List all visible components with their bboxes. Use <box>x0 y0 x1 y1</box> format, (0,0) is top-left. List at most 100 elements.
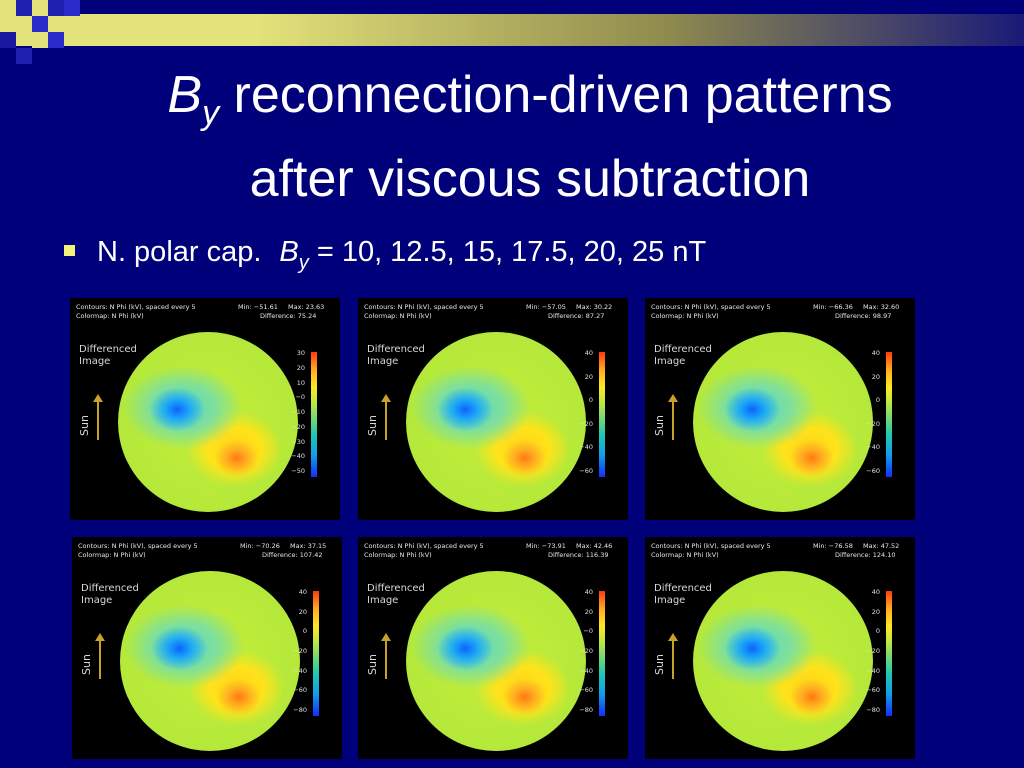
colorbar-tick-label: −10 <box>291 408 305 416</box>
header-band <box>0 14 1024 46</box>
colorbar-tick-label: −20 <box>293 647 307 655</box>
colorbar-tick-label: −40 <box>293 667 307 675</box>
max-value: Max: 23.63 <box>288 303 325 311</box>
max-value: Max: 37.15 <box>290 542 327 550</box>
polar-cap-potential-map <box>406 332 586 512</box>
colorbar-ticks: 40 20 −0 −20 −40 −60 −80 <box>567 588 593 714</box>
colorbar-tick-label: −0 <box>583 627 593 635</box>
contours-caption: Contours: N Phi (kV), spaced every 5 <box>651 303 771 311</box>
colorbar-tick-label: 10 <box>296 379 305 387</box>
difference-value: Difference: 116.39 <box>548 551 609 559</box>
colorbar-tick-label: −40 <box>866 667 880 675</box>
sun-label: Sun <box>366 415 379 436</box>
polar-cap-potential-map <box>406 571 586 751</box>
colorbar <box>599 352 605 477</box>
colorbar <box>599 591 605 716</box>
colorbar-ticks: 40 20 0 −20 −40 −60 −80 <box>854 588 880 714</box>
difference-value: Difference: 87.27 <box>548 312 605 320</box>
colorbar-tick-label: −50 <box>291 467 305 475</box>
colormap-caption: Colormap: N Phi (kV) <box>364 312 432 320</box>
colorbar-tick-label: −30 <box>291 438 305 446</box>
colorbar-tick-label: −80 <box>293 706 307 714</box>
colorbar-tick-label: −60 <box>579 686 593 694</box>
difference-value: Difference: 107.42 <box>262 551 323 559</box>
max-value: Max: 32.60 <box>863 303 900 311</box>
colormap-caption: Colormap: N Phi (kV) <box>651 312 719 320</box>
difference-value: Difference: 98.97 <box>835 312 892 320</box>
figure-panel: Contours: N Phi (kV), spaced every 5 Col… <box>358 537 628 759</box>
colorbar-tick-label: −80 <box>866 706 880 714</box>
colorbar-tick-label: −60 <box>866 686 880 694</box>
sun-direction-arrow-icon <box>93 394 103 440</box>
min-value: Min: −57.05 <box>526 303 566 311</box>
sun-direction-arrow-icon <box>381 633 391 679</box>
min-value: Min: −76.58 <box>813 542 853 550</box>
contours-caption: Contours: N Phi (kV), spaced every 5 <box>78 542 198 550</box>
bullet-marker <box>64 244 75 256</box>
polar-cap-potential-map <box>693 571 873 751</box>
colorbar <box>886 591 892 716</box>
sun-direction-arrow-icon <box>381 394 391 440</box>
colorbar-tick-label: −20 <box>579 420 593 428</box>
colorbar-tick-label: 40 <box>871 349 880 357</box>
colorbar-tick-label: −40 <box>291 452 305 460</box>
polar-cap-potential-map <box>693 332 873 512</box>
contours-caption: Contours: N Phi (kV), spaced every 5 <box>364 303 484 311</box>
difference-value: Difference: 124.10 <box>835 551 896 559</box>
colorbar-tick-label: −40 <box>579 443 593 451</box>
colorbar-tick-label: 30 <box>296 349 305 357</box>
colorbar-tick-label: 40 <box>584 588 593 596</box>
colorbar-ticks: 40 20 0 −20 −40 −60 −80 <box>281 588 307 714</box>
colorbar-tick-label: −60 <box>866 467 880 475</box>
sun-label: Sun <box>366 654 379 675</box>
figure-panel: Contours: N Phi (kV), spaced every 5 Col… <box>70 298 340 520</box>
min-value: Min: −73.91 <box>526 542 566 550</box>
figure-panel: Contours: N Phi (kV), spaced every 5 Col… <box>645 298 915 520</box>
colorbar-tick-label: −40 <box>866 443 880 451</box>
colorbar-tick-label: 20 <box>871 373 880 381</box>
contours-caption: Contours: N Phi (kV), spaced every 5 <box>651 542 771 550</box>
colorbar-tick-label: −20 <box>291 423 305 431</box>
difference-value: Difference: 75.24 <box>260 312 317 320</box>
polar-cap-potential-map <box>120 571 300 751</box>
colorbar-tick-label: −0 <box>295 393 305 401</box>
sun-label: Sun <box>80 654 93 675</box>
colorbar-tick-label: 0 <box>875 396 880 404</box>
colorbar-tick-label: −20 <box>579 647 593 655</box>
colorbar-tick-label: 20 <box>584 608 593 616</box>
max-value: Max: 30.22 <box>576 303 613 311</box>
colormap-caption: Colormap: N Phi (kV) <box>651 551 719 559</box>
colorbar-tick-label: 20 <box>296 364 305 372</box>
max-value: Max: 42.46 <box>576 542 613 550</box>
colorbar-tick-label: −60 <box>579 467 593 475</box>
colorbar-tick-label: 40 <box>871 588 880 596</box>
colorbar-tick-label: −80 <box>579 706 593 714</box>
min-value: Min: −66.36 <box>813 303 853 311</box>
slide-title: By reconnection-driven patterns after vi… <box>167 66 893 208</box>
min-value: Min: −70.26 <box>240 542 280 550</box>
colorbar <box>313 591 319 716</box>
colorbar <box>311 352 317 477</box>
min-value: Min: −51.61 <box>238 303 278 311</box>
differenced-image-label: Differenced Image <box>79 344 137 367</box>
colormap-caption: Colormap: N Phi (kV) <box>76 312 144 320</box>
colorbar-tick-label: 0 <box>302 627 307 635</box>
colorbar-tick-label: −20 <box>866 420 880 428</box>
sun-label: Sun <box>653 654 666 675</box>
figure-panel: Contours: N Phi (kV), spaced every 5 Col… <box>72 537 342 759</box>
max-value: Max: 47.52 <box>863 542 900 550</box>
colorbar-tick-label: 0 <box>875 627 880 635</box>
colorbar-ticks: 40 20 0 −20 −40 −60 <box>567 349 593 475</box>
contours-caption: Contours: N Phi (kV), spaced every 5 <box>364 542 484 550</box>
colormap-caption: Colormap: N Phi (kV) <box>78 551 146 559</box>
bullet-item: N. polar cap. By = 10, 12.5, 15, 17.5, 20… <box>64 236 706 275</box>
colorbar-tick-label: 40 <box>584 349 593 357</box>
contours-caption: Contours: N Phi (kV), spaced every 5 <box>76 303 196 311</box>
differenced-image-label: Differenced Image <box>654 344 712 367</box>
sun-direction-arrow-icon <box>95 633 105 679</box>
figure-panel: Contours: N Phi (kV), spaced every 5 Col… <box>645 537 915 759</box>
sun-direction-arrow-icon <box>668 633 678 679</box>
colorbar-tick-label: 40 <box>298 588 307 596</box>
colormap-caption: Colormap: N Phi (kV) <box>364 551 432 559</box>
colorbar-tick-label: 20 <box>298 608 307 616</box>
